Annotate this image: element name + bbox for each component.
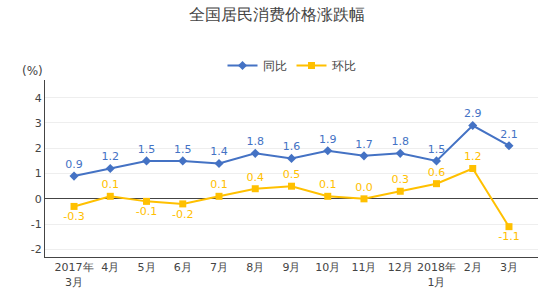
svg-text:10月: 10月 bbox=[315, 261, 340, 274]
svg-text:1.5: 1.5 bbox=[174, 143, 192, 156]
svg-text:(%): (%) bbox=[22, 64, 43, 78]
svg-text:-0.3: -0.3 bbox=[63, 210, 84, 223]
svg-text:2017年3月: 2017年3月 bbox=[55, 261, 94, 288]
svg-text:3月: 3月 bbox=[500, 261, 518, 274]
svg-text:0.1: 0.1 bbox=[102, 178, 120, 191]
svg-text:环比: 环比 bbox=[332, 59, 356, 73]
svg-text:4月: 4月 bbox=[101, 261, 119, 274]
svg-text:0.1: 0.1 bbox=[210, 178, 228, 191]
svg-text:1.5: 1.5 bbox=[428, 143, 446, 156]
svg-text:0.4: 0.4 bbox=[247, 171, 265, 184]
svg-text:-0.1: -0.1 bbox=[136, 205, 157, 218]
svg-text:1.4: 1.4 bbox=[210, 145, 228, 158]
svg-text:0.9: 0.9 bbox=[65, 158, 83, 171]
svg-text:1.6: 1.6 bbox=[283, 140, 301, 153]
svg-text:-1: -1 bbox=[31, 218, 42, 231]
svg-text:2月: 2月 bbox=[464, 261, 482, 274]
svg-text:0.6: 0.6 bbox=[428, 166, 446, 179]
svg-text:11月: 11月 bbox=[351, 261, 376, 274]
svg-text:同比: 同比 bbox=[263, 59, 287, 73]
svg-text:-2: -2 bbox=[31, 243, 42, 256]
svg-text:全国居民消费价格涨跌幅: 全国居民消费价格涨跌幅 bbox=[189, 5, 365, 24]
svg-text:6月: 6月 bbox=[174, 261, 192, 274]
svg-text:1.8: 1.8 bbox=[247, 135, 265, 148]
svg-text:1: 1 bbox=[35, 167, 42, 180]
svg-text:2: 2 bbox=[35, 142, 42, 155]
svg-text:9月: 9月 bbox=[283, 261, 301, 274]
svg-text:1.5: 1.5 bbox=[138, 143, 156, 156]
svg-text:-1.1: -1.1 bbox=[498, 230, 519, 243]
svg-text:0: 0 bbox=[35, 193, 42, 206]
svg-text:0.0: 0.0 bbox=[355, 181, 373, 194]
svg-text:1.7: 1.7 bbox=[355, 138, 373, 151]
svg-text:2.9: 2.9 bbox=[464, 107, 482, 120]
svg-text:1.9: 1.9 bbox=[319, 133, 337, 146]
svg-text:0.3: 0.3 bbox=[391, 173, 409, 186]
svg-text:12月: 12月 bbox=[388, 261, 413, 274]
svg-text:4: 4 bbox=[35, 92, 42, 105]
svg-text:1.8: 1.8 bbox=[391, 135, 409, 148]
svg-text:2.1: 2.1 bbox=[500, 128, 517, 141]
svg-text:0.1: 0.1 bbox=[319, 178, 337, 191]
svg-text:1.2: 1.2 bbox=[464, 150, 482, 163]
svg-text:8月: 8月 bbox=[246, 261, 264, 274]
svg-text:1.2: 1.2 bbox=[102, 150, 120, 163]
svg-text:5月: 5月 bbox=[138, 261, 156, 274]
svg-text:7月: 7月 bbox=[210, 261, 228, 274]
svg-text:2018年1月: 2018年1月 bbox=[417, 261, 456, 288]
svg-text:3: 3 bbox=[35, 117, 42, 130]
svg-text:0.5: 0.5 bbox=[283, 168, 301, 181]
svg-text:-0.2: -0.2 bbox=[172, 208, 193, 221]
